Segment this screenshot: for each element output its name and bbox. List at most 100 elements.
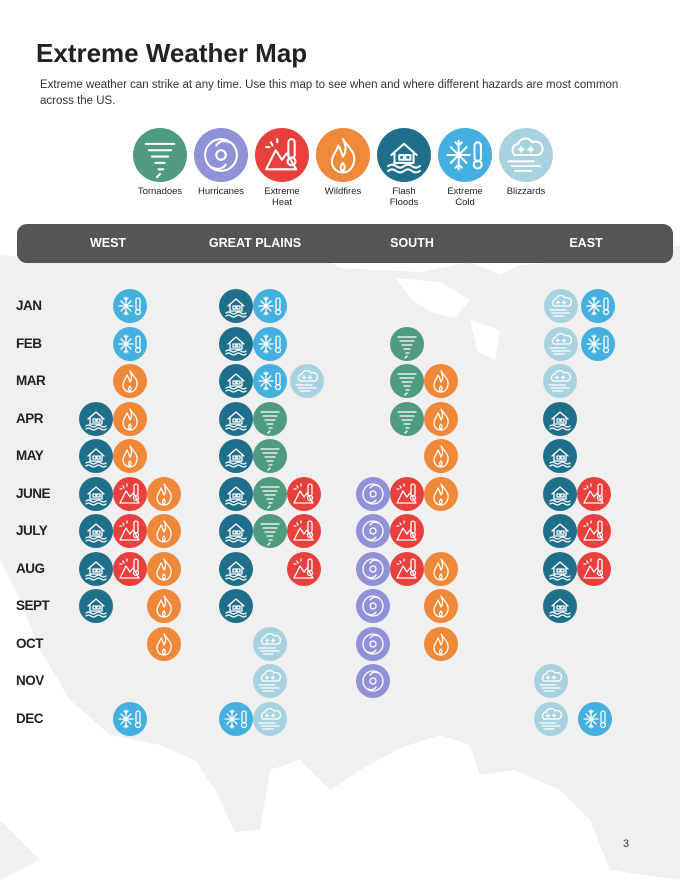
wildfire-icon	[147, 551, 181, 586]
cell-west-july-heat	[113, 514, 147, 548]
cell-south-july-hurricane	[356, 514, 390, 548]
cold-icon	[113, 701, 147, 736]
wildfire-icon	[113, 439, 147, 473]
cell-great-plains-may-tornado	[253, 439, 287, 473]
cell-east-feb-cold	[581, 326, 615, 361]
flood-icon	[219, 289, 253, 323]
cell-great-plains-aug-heat	[287, 551, 321, 586]
tornado-icon	[133, 128, 187, 182]
region-header-bar: WEST GREAT PLAINS SOUTH EAST	[17, 224, 673, 263]
legend-item-heat: Extreme Heat	[248, 128, 316, 208]
flood-icon	[79, 401, 113, 436]
cold-icon	[438, 128, 492, 182]
hurricane-icon	[194, 128, 248, 182]
flood-icon	[219, 514, 253, 548]
hurricane-icon	[356, 551, 390, 586]
flood-icon	[543, 551, 577, 586]
month-label-dec: DEC	[16, 710, 44, 726]
month-label-june: JUNE	[16, 485, 51, 501]
cell-west-feb-cold	[113, 326, 147, 361]
wildfire-icon	[147, 514, 181, 548]
blizzard-icon	[534, 664, 568, 698]
heat-icon	[287, 514, 321, 548]
tornado-icon	[390, 326, 424, 361]
cell-east-july-flood	[543, 514, 577, 548]
flood-icon	[543, 401, 577, 436]
cell-great-plains-nov-blizzard	[253, 664, 287, 698]
hurricane-icon	[356, 589, 390, 623]
legend-label-tornado: Tornadoes	[137, 186, 183, 197]
flood-icon	[79, 514, 113, 548]
flood-icon	[79, 439, 113, 473]
tornado-icon	[253, 476, 287, 511]
cell-west-june-fire	[147, 476, 181, 511]
blizzard-icon	[253, 626, 287, 661]
cell-east-jan-cold	[581, 289, 615, 323]
cell-great-plains-june-flood	[219, 476, 253, 511]
wildfire-icon	[424, 439, 458, 473]
cell-great-plains-sept-flood	[219, 589, 253, 623]
cell-west-aug-fire	[147, 551, 181, 586]
cell-great-plains-dec-cold	[219, 701, 253, 736]
month-label-july: JULY	[16, 523, 48, 538]
heat-icon	[577, 551, 611, 586]
cell-great-plains-jan-flood	[219, 289, 253, 323]
cell-west-july-flood	[79, 514, 113, 548]
cell-south-may-fire	[424, 439, 458, 473]
flood-icon	[219, 476, 253, 511]
blizzard-icon	[253, 701, 287, 736]
month-label-nov: NOV	[16, 673, 44, 688]
cell-south-oct-fire	[424, 626, 458, 661]
legend-label-heat: Extreme Heat	[264, 186, 300, 208]
cell-south-nov-hurricane	[356, 664, 390, 698]
legend-item-fire: Wildfires	[309, 128, 377, 197]
wildfire-icon	[424, 401, 458, 436]
great-lakes-shape	[395, 278, 500, 360]
legend-item-cold: Extreme Cold	[431, 128, 499, 208]
cell-great-plains-june-heat	[287, 476, 321, 511]
cell-east-may-flood	[543, 439, 577, 473]
wildfire-icon	[147, 589, 181, 623]
heat-icon	[577, 514, 611, 548]
cell-east-aug-flood	[543, 551, 577, 586]
cell-east-jan-blizzard	[544, 289, 578, 323]
legend-label-fire: Wildfires	[324, 186, 362, 197]
cell-great-plains-feb-cold	[253, 326, 287, 361]
region-south: SOUTH	[390, 236, 434, 250]
flood-icon	[219, 364, 253, 398]
cold-icon	[581, 289, 615, 323]
cell-east-nov-blizzard	[534, 664, 568, 698]
cell-west-aug-heat	[113, 551, 147, 586]
wildfire-icon	[147, 476, 181, 511]
wildfire-icon	[424, 476, 458, 511]
cell-east-july-heat	[577, 514, 611, 548]
month-label-apr: APR	[16, 410, 44, 426]
legend-item-hurricane: Hurricanes	[187, 128, 255, 197]
blizzard-icon	[499, 128, 553, 182]
cell-west-mar-fire	[113, 364, 147, 398]
cell-south-aug-hurricane	[356, 551, 390, 586]
heat-icon	[287, 476, 321, 511]
cell-great-plains-jan-cold	[253, 289, 287, 323]
cell-east-feb-blizzard	[544, 326, 578, 361]
heat-icon	[390, 514, 424, 548]
heat-icon	[287, 551, 321, 586]
cell-south-sept-hurricane	[356, 589, 390, 623]
us-map-shape	[0, 246, 680, 880]
legend-label-flood: Flash Floods	[389, 186, 419, 208]
cold-icon	[253, 289, 287, 323]
cold-icon	[219, 701, 253, 736]
wildfire-icon	[424, 626, 458, 661]
legend-item-flood: Flash Floods	[370, 128, 438, 208]
cell-west-apr-fire	[113, 401, 147, 436]
cell-south-mar-tornado	[390, 364, 424, 398]
flood-icon	[543, 589, 577, 623]
cell-east-dec-cold	[578, 701, 612, 736]
cell-south-sept-fire	[424, 589, 458, 623]
hurricane-icon	[356, 664, 390, 698]
cell-west-june-heat	[113, 476, 147, 511]
intro-text: Extreme weather can strike at any time. …	[40, 79, 619, 107]
cell-east-sept-flood	[543, 589, 577, 623]
cell-great-plains-july-flood	[219, 514, 253, 548]
